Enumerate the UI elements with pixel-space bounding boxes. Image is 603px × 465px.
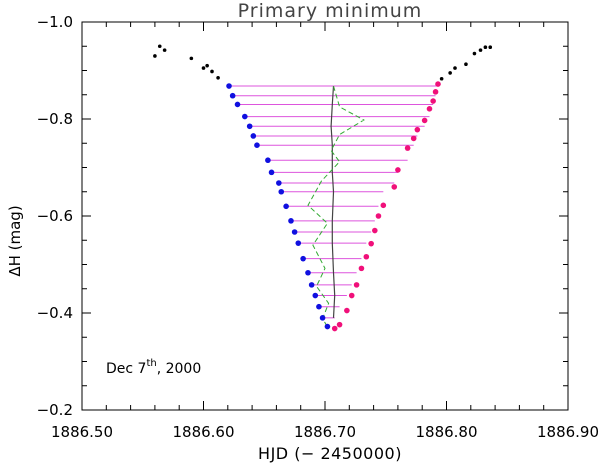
data-point-ascending xyxy=(372,227,378,234)
data-point-descending xyxy=(319,315,326,321)
data-point-ascending xyxy=(375,213,382,219)
data-point-out-of-eclipse xyxy=(439,76,444,81)
data-point-descending xyxy=(276,180,282,186)
data-point-ascending xyxy=(395,167,401,173)
date-annotation: Dec 7th, 2000 xyxy=(106,358,201,377)
data-point-out-of-eclipse xyxy=(201,66,206,70)
data-point-ascending xyxy=(331,325,338,332)
data-point-descending xyxy=(295,240,302,246)
annotation-main: Dec 7 xyxy=(106,361,146,377)
data-point-ascending xyxy=(358,265,365,272)
x-tick-label: 1886.70 xyxy=(294,423,356,441)
annotation-sup: th xyxy=(146,358,156,369)
data-point-descending xyxy=(265,157,271,164)
data-point-out-of-eclipse xyxy=(189,56,194,61)
data-point-descending xyxy=(291,229,298,235)
data-point-ascending xyxy=(421,117,428,124)
data-point-ascending xyxy=(391,184,398,190)
data-point-descending xyxy=(324,323,331,330)
chart-title: Primary minimum xyxy=(238,0,423,22)
data-point-descending xyxy=(305,269,311,276)
data-point-descending xyxy=(316,303,322,310)
plot-area: 1886.50 1886.60 1886.70 1886.80 1886.90 −0.2 −… xyxy=(37,13,599,441)
data-point-out-of-eclipse xyxy=(205,63,209,68)
data-point-descending xyxy=(308,282,315,288)
data-point-ascending xyxy=(432,89,439,95)
data-point-descending xyxy=(254,142,260,148)
data-point-descending xyxy=(242,113,248,120)
x-tick-label: 1886.80 xyxy=(415,423,477,441)
data-point-ascending xyxy=(380,202,387,209)
data-point-out-of-eclipse xyxy=(483,45,488,50)
data-point-out-of-eclipse xyxy=(464,62,468,66)
data-point-descending xyxy=(300,255,306,262)
y-tick-label: −0.6 xyxy=(37,207,73,225)
data-point-out-of-eclipse xyxy=(157,44,162,49)
y-tick-label: −0.4 xyxy=(37,304,73,322)
data-point-descending xyxy=(229,92,236,99)
x-tick-label: 1886.50 xyxy=(51,423,113,441)
data-point-out-of-eclipse xyxy=(216,75,220,80)
data-point-descending xyxy=(246,123,253,130)
data-point-out-of-eclipse xyxy=(153,54,157,58)
data-point-ascending xyxy=(430,98,436,104)
data-point-ascending xyxy=(426,106,433,112)
data-point-out-of-eclipse xyxy=(472,51,477,56)
annotation-suffix: , 2000 xyxy=(157,361,202,377)
data-point-ascending xyxy=(353,282,360,288)
x-tick-label: 1886.90 xyxy=(537,423,599,441)
data-point-descending xyxy=(268,169,275,176)
plot-frame xyxy=(81,21,569,411)
y-tick-label: −1.0 xyxy=(37,13,73,31)
data-point-ascending xyxy=(363,253,370,260)
data-point-out-of-eclipse xyxy=(162,48,167,52)
data-point-ascending xyxy=(344,307,350,314)
data-point-ascending xyxy=(410,135,417,142)
data-point-out-of-eclipse xyxy=(488,45,493,50)
data-point-ascending xyxy=(336,321,343,328)
data-point-ascending xyxy=(404,145,411,151)
data-point-out-of-eclipse xyxy=(453,66,457,70)
y-tick-label: −0.2 xyxy=(37,401,73,419)
data-point-out-of-eclipse xyxy=(210,69,214,74)
data-point-descending xyxy=(278,188,285,195)
data-point-descending xyxy=(283,203,289,210)
y-tick-label: −0.8 xyxy=(37,110,73,128)
data-point-ascending xyxy=(368,240,374,247)
data-point-descending xyxy=(226,83,232,89)
data-point-out-of-eclipse xyxy=(478,48,483,52)
data-point-descending xyxy=(288,218,294,224)
data-point-out-of-eclipse xyxy=(448,71,452,75)
data-point-descending xyxy=(250,133,257,139)
y-axis-label: ΔH (mag) xyxy=(6,205,24,276)
bisector-dashed-line xyxy=(307,85,365,327)
data-point-descending xyxy=(234,101,241,108)
data-point-ascending xyxy=(435,81,441,87)
x-tick-label: 1886.60 xyxy=(172,423,234,441)
data-point-descending xyxy=(312,292,319,299)
bisector-line xyxy=(330,85,336,318)
data-point-ascending xyxy=(348,292,355,299)
x-axis-label: HJD (− 2450000) xyxy=(258,444,402,463)
data-point-ascending xyxy=(414,126,421,133)
